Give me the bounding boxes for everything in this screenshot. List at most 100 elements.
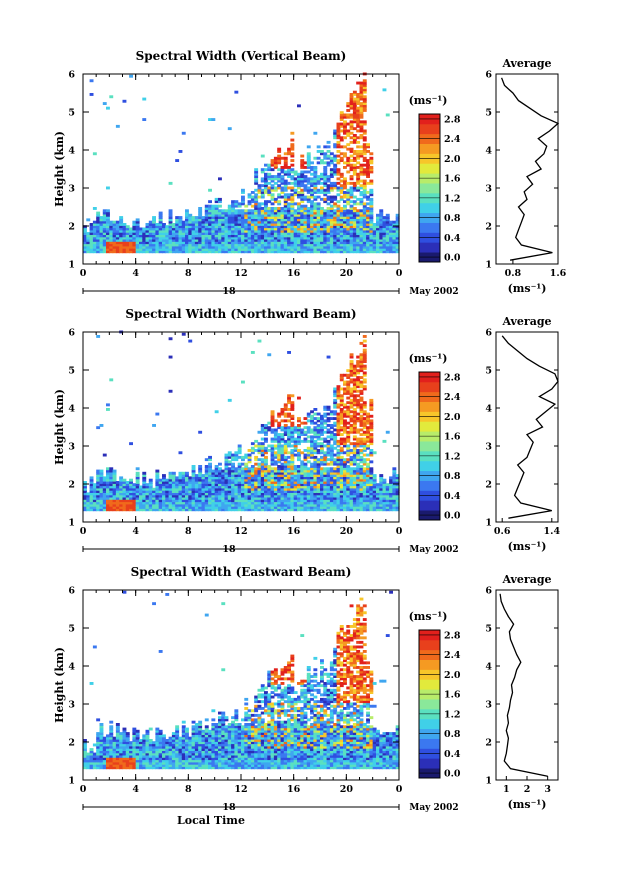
heatmap-cell xyxy=(198,209,203,213)
heatmap-cell xyxy=(211,209,216,213)
y-tick-label: 3 xyxy=(68,184,75,195)
heatmap-cell xyxy=(379,483,384,487)
heatmap-cell xyxy=(254,508,259,512)
heatmap-cell xyxy=(283,428,288,432)
heatmap-cell xyxy=(214,216,219,219)
heatmap-cell xyxy=(99,499,104,503)
heatmap-cell xyxy=(214,471,219,475)
heatmap-cell xyxy=(106,225,110,229)
heatmap-cell xyxy=(293,496,298,500)
heatmap-cell xyxy=(395,223,400,226)
heatmap-cell xyxy=(267,234,272,238)
heatmap-cell xyxy=(135,481,140,484)
heatmap-cell xyxy=(247,232,252,235)
heatmap-cell xyxy=(346,243,351,247)
heatmap-cell xyxy=(148,241,153,245)
heatmap-cell xyxy=(359,124,364,128)
heatmap-cell xyxy=(244,499,249,503)
heatmap-cell xyxy=(86,496,91,500)
heatmap-cell xyxy=(112,481,117,484)
heatmap-cell xyxy=(339,152,344,156)
heatmap-cell xyxy=(142,232,147,235)
heatmap-cell xyxy=(366,508,370,512)
heatmap-cell xyxy=(349,458,354,462)
heatmap-cell xyxy=(349,360,354,363)
heatmap-cell xyxy=(181,478,186,482)
heatmap-cell xyxy=(208,213,212,217)
heatmap-cell xyxy=(352,245,357,249)
heatmap-cell xyxy=(349,106,354,110)
heatmap-cell xyxy=(346,209,351,213)
heatmap-cell xyxy=(257,213,262,217)
heatmap-cell xyxy=(356,129,361,133)
heatmap-cell xyxy=(224,250,229,254)
heatmap-cell xyxy=(349,207,354,210)
heatmap-cell xyxy=(352,218,357,222)
heatmap-cell xyxy=(260,426,265,430)
heatmap-cell xyxy=(260,209,265,213)
heatmap-cell xyxy=(326,408,331,411)
heatmap-cell xyxy=(349,492,354,496)
heatmap-cell xyxy=(362,339,367,343)
heatmap-cell xyxy=(283,181,288,185)
heatmap-cell xyxy=(359,451,364,455)
heatmap-cell xyxy=(122,234,127,238)
heatmap-cell xyxy=(339,469,344,473)
heatmap-cell xyxy=(362,109,367,112)
heatmap-cell xyxy=(329,152,334,156)
heatmap-cell xyxy=(201,474,206,477)
heatmap-cell xyxy=(336,204,341,208)
heatmap-cell xyxy=(106,474,110,477)
heatmap-cell xyxy=(208,238,212,242)
heatmap-cell xyxy=(234,213,239,217)
heatmap-cell xyxy=(352,234,357,238)
heatmap-cell xyxy=(155,250,160,254)
heatmap-cell xyxy=(155,245,160,249)
heatmap-cell xyxy=(280,170,285,174)
heatmap-cell xyxy=(227,398,232,402)
heatmap-cell xyxy=(290,503,295,507)
heatmap-cell xyxy=(316,483,321,487)
x-tick-label: 12 xyxy=(234,268,247,279)
heatmap-cell xyxy=(320,243,324,247)
heatmap-cell xyxy=(297,236,301,240)
heatmap-cell xyxy=(300,506,305,509)
heatmap-cell xyxy=(129,501,133,505)
heatmap-cell xyxy=(352,421,357,425)
heatmap-cell xyxy=(142,492,147,496)
heatmap-cell xyxy=(297,501,301,505)
heatmap-cell xyxy=(323,444,328,448)
heatmap-cell xyxy=(237,225,242,229)
average-profile-line xyxy=(500,77,560,261)
heatmap-cell xyxy=(333,145,338,149)
heatmap-cell xyxy=(300,220,305,224)
heatmap-cell xyxy=(241,476,245,480)
heatmap-cell xyxy=(306,166,311,169)
heatmap-cell xyxy=(191,227,196,231)
heatmap-cell xyxy=(234,494,239,498)
heatmap-cell xyxy=(83,248,87,251)
heatmap-cell xyxy=(122,229,127,233)
heatmap-cell xyxy=(106,485,110,489)
heatmap-cell xyxy=(132,499,137,503)
heatmap-cell xyxy=(231,213,235,217)
heatmap-cell xyxy=(260,490,265,493)
heatmap-cell xyxy=(329,446,334,450)
heatmap-cell xyxy=(277,478,282,482)
heatmap-cell xyxy=(260,236,265,240)
heatmap-cell xyxy=(158,248,163,251)
heatmap-cell xyxy=(221,506,226,509)
heatmap-cell xyxy=(336,430,341,434)
heatmap-cell xyxy=(323,462,328,466)
heatmap-cell xyxy=(102,102,107,105)
heatmap-cell xyxy=(237,238,242,242)
heatmap-cell xyxy=(287,460,291,464)
heatmap-cell xyxy=(326,492,331,496)
heatmap-cell xyxy=(260,506,265,509)
heatmap-cell xyxy=(273,506,278,509)
heatmap-cell xyxy=(204,465,209,468)
heatmap-cell xyxy=(306,216,311,219)
heatmap-cell xyxy=(155,499,160,503)
heatmap-cell xyxy=(395,236,400,240)
heatmap-cell xyxy=(326,471,331,475)
